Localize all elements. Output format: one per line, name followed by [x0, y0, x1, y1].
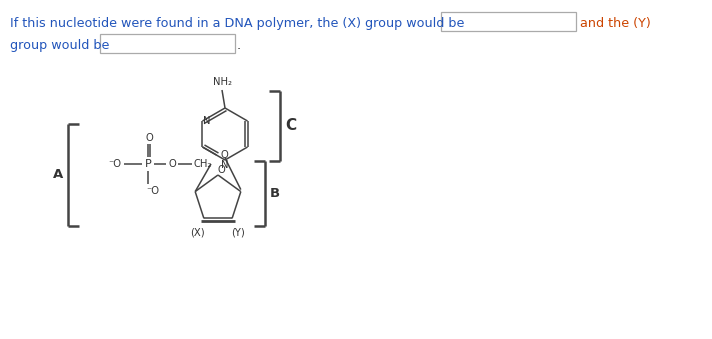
- Text: (Y): (Y): [231, 227, 245, 237]
- Text: NH₂: NH₂: [212, 77, 231, 87]
- Text: ⁻O: ⁻O: [108, 159, 122, 169]
- Text: C: C: [286, 119, 297, 134]
- Text: O: O: [221, 150, 229, 160]
- Text: P: P: [145, 159, 152, 169]
- Text: (X): (X): [191, 227, 205, 237]
- Text: O: O: [217, 165, 225, 175]
- Text: N: N: [203, 116, 210, 126]
- Text: ⁻O: ⁻O: [147, 186, 159, 196]
- Text: If this nucleotide were found in a DNA polymer, the (X) group would be: If this nucleotide were found in a DNA p…: [10, 17, 464, 30]
- Text: and the (Y): and the (Y): [580, 17, 651, 30]
- FancyBboxPatch shape: [100, 34, 235, 53]
- Text: B: B: [270, 187, 280, 200]
- Text: group would be: group would be: [10, 39, 110, 52]
- Text: CH₂: CH₂: [194, 159, 212, 169]
- Text: O: O: [168, 159, 176, 169]
- FancyBboxPatch shape: [441, 12, 576, 31]
- Text: N: N: [221, 160, 229, 170]
- Text: O: O: [145, 133, 153, 143]
- Text: A: A: [53, 168, 63, 181]
- Text: .: .: [237, 39, 241, 52]
